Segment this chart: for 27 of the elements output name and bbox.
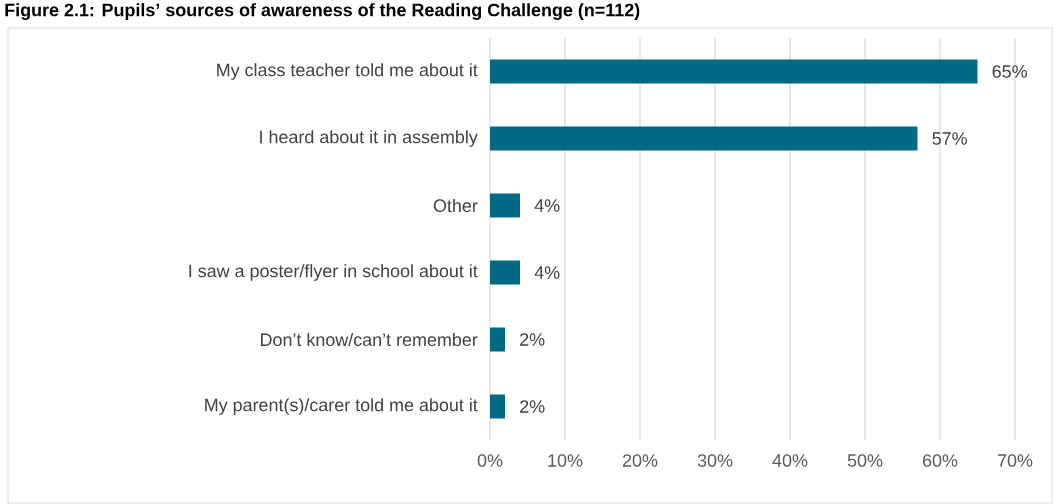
bar bbox=[490, 126, 918, 151]
y-tick-label: Other bbox=[433, 198, 478, 213]
data-label: 2% bbox=[520, 400, 545, 413]
text: Figure 2.1: Pupils’ sources of awareness of the Reading Challenge (n=112) bbox=[5, 3, 640, 20]
data-label: 4% bbox=[534, 266, 560, 279]
data-label: 2% bbox=[520, 333, 545, 346]
data-label: 65% bbox=[992, 65, 1027, 78]
y-tick-label: I heard about it in assembly bbox=[260, 130, 478, 147]
bar bbox=[490, 394, 506, 419]
x-tick-label: 50% bbox=[847, 454, 883, 467]
x-tick-label: 40% bbox=[772, 454, 808, 467]
x-tick-label: 60% bbox=[922, 454, 958, 467]
data-label: 4% bbox=[534, 199, 560, 212]
bar bbox=[490, 327, 506, 352]
bar bbox=[490, 59, 978, 84]
bar bbox=[490, 260, 521, 285]
y-tick-label: I saw a poster/flyer in school about it bbox=[189, 264, 478, 281]
x-tick-label: 20% bbox=[622, 454, 658, 467]
y-tick-label: Don’t know/can’t remember bbox=[261, 332, 478, 347]
y-tick-label: My class teacher told me about it bbox=[217, 63, 478, 80]
x-tick-label: 0% bbox=[477, 454, 503, 467]
x-tick-label: 70% bbox=[997, 454, 1033, 467]
bar bbox=[490, 193, 521, 218]
x-tick-label: 10% bbox=[548, 454, 583, 467]
x-tick-label: 30% bbox=[697, 454, 733, 467]
y-tick-label: My parent(s)/carer told me about it bbox=[205, 398, 478, 415]
data-label: 57% bbox=[932, 132, 967, 145]
